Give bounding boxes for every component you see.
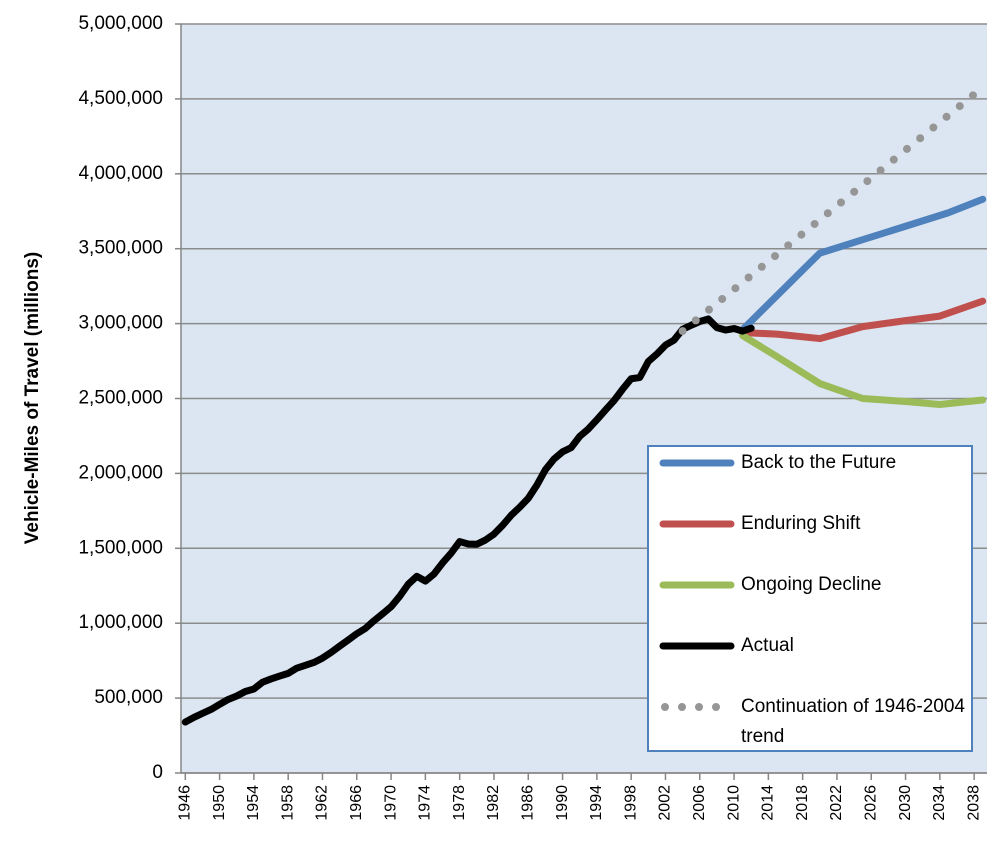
y-tick-label: 3,500,000 [78, 238, 163, 259]
x-tick-label: 2010 [725, 785, 742, 821]
series-line [739, 332, 987, 408]
y-tick-label: 4,500,000 [78, 88, 163, 109]
y-tick-label: 0 [152, 762, 163, 783]
y-tick-label: 2,000,000 [78, 462, 163, 483]
series-line [739, 195, 987, 334]
legend: Back to the Future Enduring Shift Ongoing … [647, 445, 973, 752]
legend-label: Continuation of 1946-2004 trend [741, 696, 965, 747]
x-tick-label: 2018 [794, 785, 811, 821]
y-axis-label: Vehicle-Miles of Travel (millions) [22, 252, 43, 544]
series-lines [181, 90, 987, 726]
x-tick-label: 1974 [417, 785, 434, 821]
x-tick-label: 1958 [279, 785, 296, 821]
y-tick-label: 5,000,000 [78, 13, 163, 34]
y-tick-label: 4,000,000 [78, 163, 163, 184]
x-tick-label: 2022 [828, 785, 845, 821]
legend-samples [659, 459, 735, 711]
x-tick-label: 1986 [519, 785, 536, 821]
y-tick-label: 1,000,000 [78, 612, 163, 633]
y-tick-label: 1,500,000 [78, 537, 163, 558]
x-tick-label: 2014 [760, 785, 777, 821]
x-tick-label: 2030 [897, 785, 914, 821]
legend-label: Enduring Shift [741, 513, 861, 534]
y-tick-label: 2,500,000 [78, 388, 163, 409]
x-tick-label: 1946 [177, 785, 194, 821]
x-tick-label: 2026 [862, 785, 879, 821]
series-line [739, 297, 987, 343]
x-tick-label: 1998 [622, 785, 639, 821]
x-tick-label: 1966 [348, 785, 365, 821]
x-tick-label: 1970 [382, 785, 399, 821]
x-tick-label: 2002 [657, 785, 674, 821]
y-tick-label: 3,000,000 [78, 313, 163, 334]
legend-label: Ongoing Decline [741, 574, 882, 595]
series-line [181, 315, 755, 726]
x-tick-label: 1994 [588, 785, 605, 821]
legend-label: Back to the Future [741, 452, 897, 473]
x-tick-label: 1962 [314, 785, 331, 821]
x-tick-label: 1950 [211, 785, 228, 821]
x-tick-label: 2006 [691, 785, 708, 821]
x-tick-label: 1990 [554, 785, 571, 821]
y-tick-label: 500,000 [94, 687, 163, 708]
x-tick-label: 2038 [965, 785, 982, 821]
x-tick-label: 1982 [485, 785, 502, 821]
series-line [678, 90, 979, 336]
legend-label: Actual [741, 635, 794, 656]
axes: 0 500,000 1,000,000 1,500,000 2,000,000 2,500… [78, 13, 987, 821]
grid [181, 23, 987, 774]
x-tick-label: 2034 [931, 785, 948, 821]
x-tick-label: 1954 [245, 785, 262, 821]
x-tick-label: 1978 [451, 785, 468, 821]
